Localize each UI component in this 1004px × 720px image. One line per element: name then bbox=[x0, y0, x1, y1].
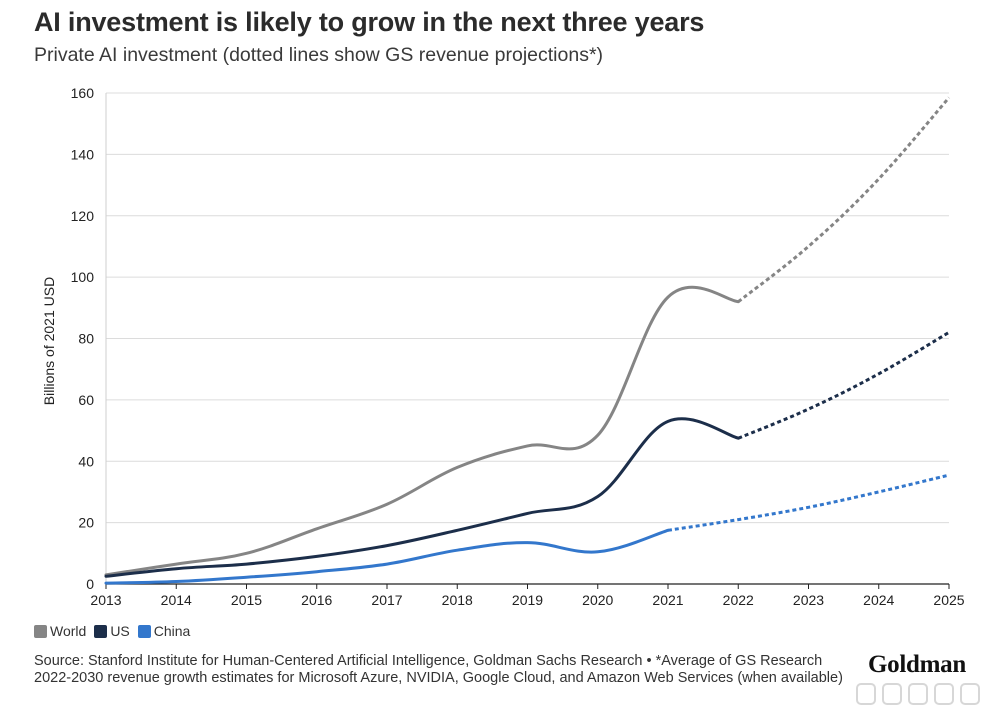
chart-subtitle: Private AI investment (dotted lines show… bbox=[34, 44, 604, 66]
y-tick-label: 120 bbox=[71, 208, 95, 224]
world-actual-line bbox=[104, 285, 740, 577]
y-tick-labels: 0 20 40 60 80 100 120 140 160 bbox=[71, 85, 95, 592]
legend-item-world: World bbox=[34, 623, 86, 639]
source-note: Source: Stanford Institute for Human-Cen… bbox=[34, 653, 843, 686]
y-tick-label: 140 bbox=[71, 146, 95, 162]
gridlines bbox=[105, 92, 949, 585]
x-tick-label: 2023 bbox=[793, 592, 824, 608]
y-tick-label: 0 bbox=[86, 576, 94, 592]
x-tick-label: 2017 bbox=[371, 592, 402, 608]
x-tick-label: 2015 bbox=[231, 592, 262, 608]
legend-label: China bbox=[153, 623, 191, 639]
y-tick-label: 60 bbox=[78, 392, 94, 408]
china-projection-line bbox=[667, 473, 950, 532]
legend-swatch bbox=[94, 624, 108, 638]
x-tick-label: 2016 bbox=[301, 592, 332, 608]
legend-label: US bbox=[110, 623, 130, 639]
us-projection-line bbox=[737, 331, 950, 440]
y-tick-label: 20 bbox=[78, 515, 94, 531]
x-tick-label: 2022 bbox=[723, 592, 754, 608]
y-axis-label: Billions of 2021 USD bbox=[41, 277, 57, 405]
chart-title: AI investment is likely to grow in the n… bbox=[34, 7, 705, 37]
legend-swatch bbox=[34, 624, 47, 638]
world-projection-line bbox=[737, 96, 951, 303]
x-tick-labels: 2013 2014 2015 2016 2017 2018 2019 2020 2021 2022… bbox=[90, 584, 965, 608]
legend-label: World bbox=[50, 623, 87, 639]
legend-item-us: US bbox=[94, 623, 130, 639]
y-tick-label: 160 bbox=[71, 85, 95, 101]
x-tick-label: 2018 bbox=[442, 592, 473, 608]
x-tick-label: 2013 bbox=[90, 592, 121, 608]
x-tick-label: 2024 bbox=[863, 592, 894, 608]
series-lines bbox=[104, 96, 951, 585]
x-tick-label: 2019 bbox=[512, 592, 543, 608]
china-actual-line bbox=[104, 528, 670, 585]
x-tick-label: 2025 bbox=[933, 592, 964, 608]
x-tick-label: 2020 bbox=[582, 592, 613, 608]
goldman-logo: Goldman bbox=[868, 651, 966, 678]
legend-swatch bbox=[137, 624, 151, 638]
us-actual-line bbox=[104, 417, 740, 578]
y-tick-label: 80 bbox=[78, 331, 94, 347]
watermark bbox=[856, 681, 1000, 711]
legend-item-china: China bbox=[137, 623, 191, 639]
x-tick-label: 2014 bbox=[161, 592, 192, 608]
legend: World US China bbox=[34, 623, 198, 639]
x-tick-label: 2021 bbox=[652, 592, 683, 608]
y-tick-label: 100 bbox=[71, 269, 95, 285]
y-tick-label: 40 bbox=[78, 453, 94, 469]
